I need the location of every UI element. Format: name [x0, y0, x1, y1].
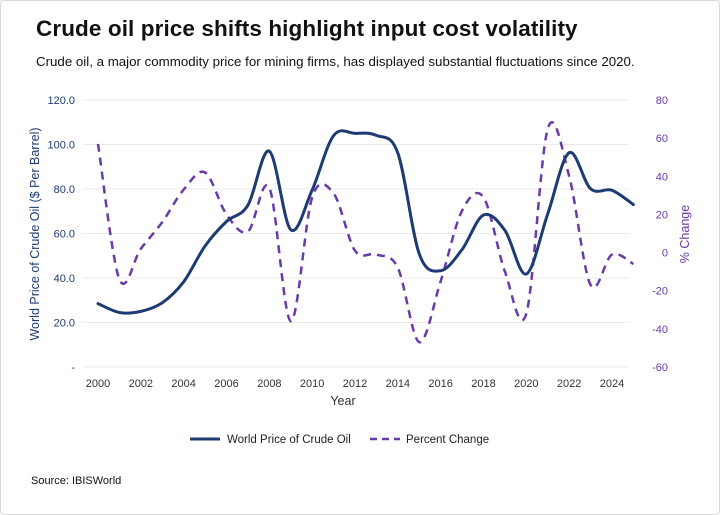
left-tick-label: 120.0 — [47, 95, 75, 107]
x-tick-label: 2018 — [471, 378, 495, 390]
x-tick-label: 2008 — [257, 378, 281, 390]
x-tick-label: 2002 — [129, 378, 153, 390]
x-tick-label: 2014 — [386, 378, 410, 390]
x-tick-label: 2000 — [86, 378, 110, 390]
x-tick-label: 2004 — [171, 378, 195, 390]
left-tick-label: 20.0 — [54, 318, 75, 330]
legend: World Price of Crude Oil Percent Change — [190, 434, 489, 446]
x-tick-label: 2016 — [428, 378, 452, 390]
x-axis-ticks: 2000 2002 2004 2006 2008 2010 2012 2014 2016 2018… — [86, 378, 624, 390]
right-tick-label: 20 — [656, 209, 668, 221]
x-tick-label: 2010 — [300, 378, 324, 390]
right-axis-ticks: -60 -40 -20 0 20 40 60 80 — [652, 95, 668, 374]
source-note: Source: IBISWorld — [31, 475, 122, 487]
right-tick-label: 0 — [662, 248, 668, 260]
x-tick-label: 2024 — [600, 378, 624, 390]
right-tick-label: -60 — [652, 362, 668, 374]
left-axis-title: World Price of Crude Oil ($ Per Barrel) — [28, 127, 42, 340]
x-tick-label: 2022 — [557, 378, 581, 390]
left-tick-label: - — [71, 362, 75, 374]
left-tick-label: 40.0 — [54, 273, 75, 285]
legend-price-label: World Price of Crude Oil — [227, 434, 351, 446]
x-axis-title: Year — [330, 394, 355, 408]
left-tick-label: 60.0 — [54, 229, 75, 241]
gridlines — [82, 99, 630, 368]
left-tick-label: 100.0 — [47, 140, 75, 152]
price-series-line — [96, 129, 635, 315]
percent-change-series-line — [96, 121, 635, 344]
right-tick-label: -40 — [652, 324, 668, 336]
x-tick-label: 2012 — [343, 378, 367, 390]
chart-title: Crude oil price shifts highlight input c… — [36, 16, 578, 41]
left-axis-ticks: - 20.0 40.0 60.0 80.0 100.0 120.0 — [47, 95, 75, 374]
left-tick-label: 80.0 — [54, 184, 75, 196]
legend-change-label: Percent Change — [406, 434, 489, 446]
right-tick-label: -20 — [652, 286, 668, 298]
x-tick-label: 2020 — [514, 378, 538, 390]
right-axis-title: % Change — [678, 205, 692, 263]
series-lines — [96, 121, 635, 344]
chart-subtitle: Crude oil, a major commodity price for m… — [36, 54, 635, 69]
x-tick-label: 2006 — [214, 378, 238, 390]
right-tick-label: 80 — [656, 95, 668, 107]
right-tick-label: 40 — [656, 171, 668, 183]
right-tick-label: 60 — [656, 133, 668, 145]
